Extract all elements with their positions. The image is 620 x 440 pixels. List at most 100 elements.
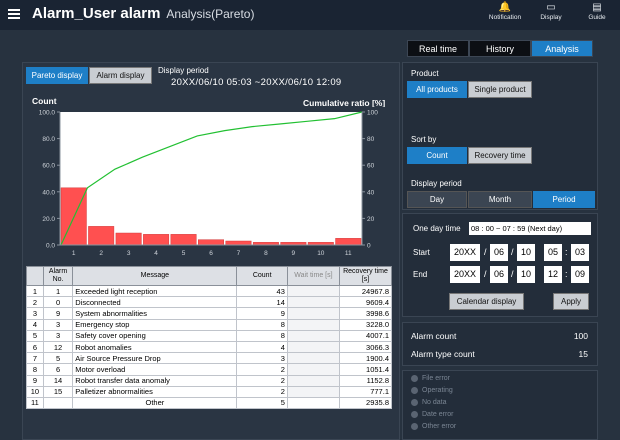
table-row[interactable]: 6 12 Robot anomalies 4 3066.3 bbox=[26, 340, 393, 354]
menu-icon[interactable] bbox=[8, 9, 20, 19]
recovery-time-cell: 1152.8 bbox=[338, 374, 393, 387]
row-index-cell: 4 bbox=[26, 318, 44, 331]
notification-label: Notification bbox=[488, 14, 522, 21]
sort-count-button[interactable]: Count bbox=[407, 147, 467, 164]
wait-time-cell bbox=[286, 284, 340, 298]
end-day-input[interactable]: 10 bbox=[517, 266, 535, 283]
wait-time-cell bbox=[286, 296, 340, 309]
book-icon: ▤ bbox=[592, 2, 602, 13]
alarm-display-button[interactable]: Alarm display bbox=[89, 67, 152, 84]
start-minute-input[interactable]: 03 bbox=[571, 244, 589, 261]
row-index-cell: 9 bbox=[26, 374, 44, 387]
y2-tick-label: 20 bbox=[367, 216, 375, 223]
end-label: End bbox=[413, 270, 428, 279]
apply-button[interactable]: Apply bbox=[553, 293, 589, 310]
one-day-label: One day time bbox=[413, 224, 461, 233]
y2-tick-label: 60 bbox=[367, 163, 375, 170]
status-label: Date error bbox=[422, 411, 454, 418]
y-tick-label: 80.0 bbox=[42, 136, 55, 143]
display-period-value: 20XX/06/10 05:03 ~20XX/06/10 12:09 bbox=[171, 77, 342, 88]
alarm-type-label: Alarm type count bbox=[411, 349, 475, 359]
col-count-header[interactable]: Count bbox=[236, 266, 288, 286]
col-recovery-header[interactable]: Recovery time [s] bbox=[338, 266, 393, 286]
y-axis-title: Count bbox=[32, 96, 57, 106]
date-error-indicator: Date error bbox=[411, 411, 454, 418]
start-year-input[interactable]: 20XX bbox=[450, 244, 480, 261]
table-row[interactable]: 3 9 System abnormalities 9 3998.6 bbox=[26, 307, 393, 320]
recovery-time-cell: 3998.6 bbox=[338, 307, 393, 320]
wait-time-cell bbox=[286, 318, 340, 331]
monitor-icon: ▭ bbox=[546, 2, 556, 13]
calendar-display-button[interactable]: Calendar display bbox=[449, 293, 524, 310]
end-minute-input[interactable]: 09 bbox=[571, 266, 589, 283]
recovery-time-cell: 777.1 bbox=[338, 385, 393, 398]
message-cell: Exceeded light reception bbox=[72, 284, 238, 298]
message-cell: Emergency stop bbox=[72, 318, 238, 331]
message-cell: Other bbox=[72, 396, 238, 410]
table-row[interactable]: 7 5 Air Source Pressure Drop 3 1900.4 bbox=[26, 352, 393, 365]
one-day-time-field[interactable]: 08 : 00 ~ 07 : 59 (Next day) bbox=[469, 222, 591, 235]
table-row[interactable]: 2 0 Disconnected 14 9609.4 bbox=[26, 296, 393, 309]
start-month-input[interactable]: 06 bbox=[490, 244, 508, 261]
guide-button[interactable]: ▤ Guide bbox=[578, 2, 616, 21]
table-row[interactable]: 9 14 Robot transfer data anomaly 2 1152.8 bbox=[26, 374, 393, 387]
x-tick-label: 5 bbox=[182, 250, 186, 257]
message-cell: Air Source Pressure Drop bbox=[72, 352, 238, 365]
all-products-button[interactable]: All products bbox=[407, 81, 467, 98]
status-dot-icon bbox=[411, 411, 418, 418]
display-period-label: Display period bbox=[158, 66, 209, 75]
guide-label: Guide bbox=[588, 14, 606, 21]
start-hour-input[interactable]: 05 bbox=[544, 244, 562, 261]
col-wait-header[interactable]: Wait time [s] bbox=[286, 266, 340, 286]
row-index-cell: 2 bbox=[26, 296, 44, 309]
end-year-input[interactable]: 20XX bbox=[450, 266, 480, 283]
table-row[interactable]: 8 6 Motor overload 2 1051.4 bbox=[26, 363, 393, 376]
wait-time-cell bbox=[286, 340, 340, 354]
table-row[interactable]: 5 3 Safety cover opening 8 4007.1 bbox=[26, 329, 393, 342]
col-alarm-no-header[interactable]: Alarm No. bbox=[42, 266, 74, 286]
period-month-button[interactable]: Month bbox=[468, 191, 532, 208]
bar-5 bbox=[170, 234, 197, 246]
period-period-button[interactable]: Period bbox=[533, 191, 595, 208]
end-month-input[interactable]: 06 bbox=[490, 266, 508, 283]
message-cell: Robot anomalies bbox=[72, 340, 238, 354]
tab-analysis[interactable]: Analysis bbox=[531, 40, 593, 57]
tab-history[interactable]: History bbox=[469, 40, 531, 57]
recovery-time-cell: 9609.4 bbox=[338, 296, 393, 309]
cumulative-line bbox=[60, 111, 363, 246]
message-cell: Robot transfer data anomaly bbox=[72, 374, 238, 387]
wait-time-cell bbox=[286, 363, 340, 376]
y2-tick-label: 80 bbox=[367, 136, 375, 143]
sort-recovery-button[interactable]: Recovery time bbox=[468, 147, 532, 164]
col-message-header[interactable]: Message bbox=[72, 266, 238, 286]
x-tick-label: 6 bbox=[209, 250, 213, 257]
notification-button[interactable]: 🔔 Notification bbox=[486, 2, 524, 21]
start-day-input[interactable]: 10 bbox=[517, 244, 535, 261]
count-cell: 43 bbox=[236, 284, 288, 298]
x-tick-label: 7 bbox=[237, 250, 241, 257]
x-tick-label: 9 bbox=[292, 250, 296, 257]
table-row[interactable]: 4 3 Emergency stop 8 3228.0 bbox=[26, 318, 393, 331]
single-product-button[interactable]: Single product bbox=[468, 81, 532, 98]
pareto-chart: 0.0 20.0 40.0 60.0 80.0 100.0 0 20 40 60 80 100 1 2 3 4… bbox=[26, 107, 398, 260]
message-cell: Motor overload bbox=[72, 363, 238, 376]
bar-3 bbox=[115, 232, 142, 246]
bar-4 bbox=[143, 234, 170, 246]
period-day-button[interactable]: Day bbox=[407, 191, 467, 208]
table-row[interactable]: 10 15 Palletizer abnormalities 2 777.1 bbox=[26, 385, 393, 398]
tab-real-time[interactable]: Real time bbox=[407, 40, 469, 57]
app-title-text: Alarm_User alarm bbox=[32, 5, 161, 22]
status-dot-icon bbox=[411, 375, 418, 382]
display-button[interactable]: ▭ Display bbox=[532, 2, 570, 21]
table-row-other[interactable]: 11 Other 5 2935.8 bbox=[26, 396, 393, 410]
alarm-no-cell: 3 bbox=[42, 329, 74, 342]
end-hour-input[interactable]: 12 bbox=[544, 266, 562, 283]
pareto-display-button[interactable]: Pareto display bbox=[26, 67, 88, 84]
table-row[interactable]: 1 1 Exceeded light reception 43 24967.8 bbox=[26, 284, 393, 298]
message-cell: Palletizer abnormalities bbox=[72, 385, 238, 398]
x-tick-label: 11 bbox=[345, 250, 352, 257]
top-bar: Alarm_User alarm Analysis(Pareto) 🔔 Notifi… bbox=[0, 0, 620, 30]
alarm-no-cell: 9 bbox=[42, 307, 74, 320]
alarm-no-cell: 0 bbox=[42, 296, 74, 309]
y2-tick-label: 100 bbox=[367, 110, 378, 117]
